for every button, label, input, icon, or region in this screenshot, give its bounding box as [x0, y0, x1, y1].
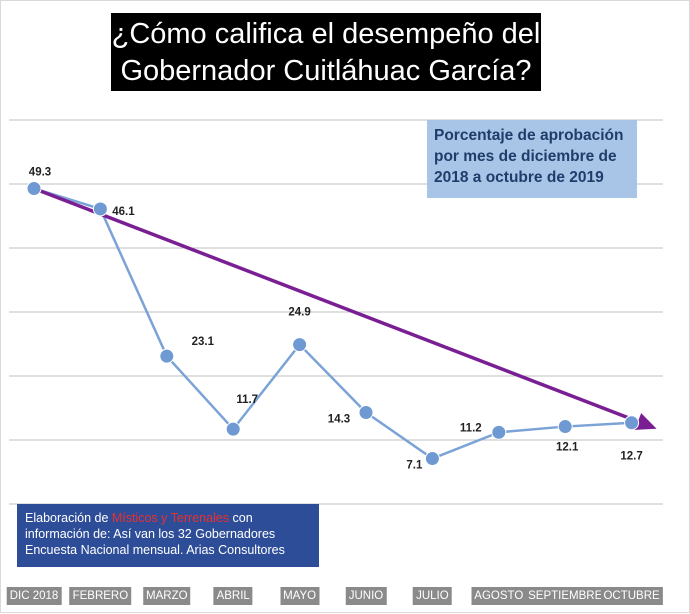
trend-arrow-head — [634, 413, 657, 430]
series-line — [33, 187, 632, 460]
approval-series — [33, 187, 632, 460]
chart-title-line-2: Gobernador Cuitláhuac García? — [120, 55, 532, 87]
data-point — [624, 415, 640, 431]
chart-subtitle-line-1: Porcentaje de aprobación — [434, 127, 624, 144]
data-label: 23.1 — [192, 336, 215, 348]
chart-subtitle-line-2: por mes de diciembre de — [434, 148, 617, 165]
data-labels: 49.3 46.1 23.1 11.7 24.9 14.3 7.1 11.2 12.1 12.7 — [29, 166, 643, 471]
source-credit-line-1: Elaboración de Místicos y Terrenales con — [25, 510, 311, 526]
chart-subtitle: Porcentaje de aprobación por mes de dici… — [427, 120, 637, 198]
data-point — [225, 421, 241, 437]
source-credit-line-2: información de: Así van los 32 Gobernado… — [25, 527, 276, 541]
chart-subtitle-line-3: 2018 a octubre de 2019 — [434, 169, 604, 186]
data-label: 11.7 — [236, 394, 258, 406]
data-label: 24.9 — [288, 307, 310, 319]
trend-arrow — [33, 186, 657, 430]
data-point — [424, 451, 440, 467]
data-label: 11.2 — [460, 422, 482, 434]
chart-title-line-1: ¿Cómo califica el desempeño del — [111, 18, 541, 50]
x-tick-label: SEPTIEMBRE — [525, 587, 606, 605]
data-label: 46.1 — [112, 206, 135, 218]
source-name: Místicos y Terrenales — [111, 511, 230, 525]
x-tick-label: ABRIL — [213, 587, 253, 605]
x-tick-label: MARZO — [143, 587, 191, 605]
source-credit: Elaboración de Místicos y Terrenales con… — [17, 504, 319, 567]
source-credit-line-3: Encuesta Nacional mensual. Arias Consult… — [25, 543, 285, 557]
x-tick-label: JULIO — [413, 587, 452, 605]
data-point — [92, 201, 108, 217]
x-tick-label: FEBRERO — [69, 587, 132, 605]
trend-arrow-shaft — [33, 186, 639, 424]
data-label: 12.7 — [620, 451, 642, 463]
data-label: 49.3 — [29, 166, 51, 178]
data-point — [159, 348, 175, 364]
chart-title: ¿Cómo califica el desempeño del Gobernad… — [111, 13, 541, 91]
source-credit-suffix: con — [229, 511, 253, 525]
data-label: 7.1 — [406, 460, 423, 472]
data-point — [26, 180, 42, 196]
data-point — [491, 424, 507, 440]
data-markers — [26, 180, 640, 467]
source-credit-prefix: Elaboración de — [25, 511, 112, 525]
x-tick-label: MAYO — [280, 587, 320, 605]
x-tick-label: OCTUBRE — [600, 587, 663, 605]
x-tick-label: JUNIO — [345, 587, 387, 605]
data-label: 12.1 — [556, 442, 579, 454]
x-tick-label: AGOSTO — [471, 587, 527, 605]
data-label: 14.3 — [328, 413, 350, 425]
data-point — [358, 404, 374, 420]
x-tick-label: DIC 2018 — [6, 587, 62, 605]
data-point — [292, 337, 308, 353]
data-point — [557, 419, 573, 435]
